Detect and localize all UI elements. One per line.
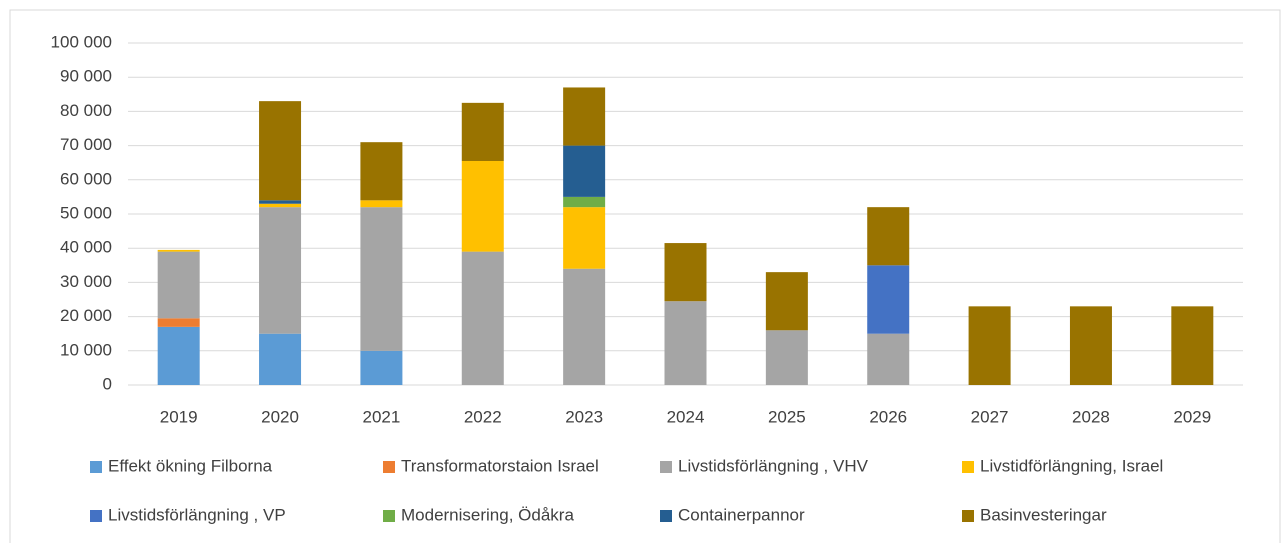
legend-label: Livstidförlängning, Israel xyxy=(980,456,1163,475)
legend-swatch xyxy=(962,510,974,522)
bar-segment xyxy=(360,207,403,351)
bar-segment xyxy=(157,318,200,327)
bar-segment xyxy=(765,272,808,331)
bar-segment xyxy=(157,326,200,385)
y-tick-label: 90 000 xyxy=(60,67,112,86)
legend-label: Containerpannor xyxy=(678,505,805,524)
legend-label: Livstidsförlängning , VP xyxy=(108,505,286,524)
x-tick-label: 2024 xyxy=(667,407,705,426)
bar-segment xyxy=(867,207,910,266)
bar-segment xyxy=(867,333,910,385)
y-tick-label: 20 000 xyxy=(60,306,112,325)
bar-segment xyxy=(664,243,707,302)
x-tick-label: 2025 xyxy=(768,407,806,426)
legend-label: Livstidsförlängning , VHV xyxy=(678,456,869,475)
bar-segment xyxy=(461,160,504,252)
y-tick-label: 10 000 xyxy=(60,340,112,359)
bar-segment xyxy=(259,200,302,204)
bar-segment xyxy=(259,207,302,334)
bar-segment xyxy=(563,145,606,197)
bar-segment xyxy=(461,251,504,385)
y-tick-label: 100 000 xyxy=(51,32,112,51)
y-tick-label: 50 000 xyxy=(60,203,112,222)
y-tick-label: 70 000 xyxy=(60,135,112,154)
legend-label: Effekt ökning Filborna xyxy=(108,456,273,475)
bar-segment xyxy=(563,87,606,146)
y-tick-label: 30 000 xyxy=(60,272,112,291)
x-tick-label: 2020 xyxy=(261,407,299,426)
y-tick-label: 80 000 xyxy=(60,101,112,120)
bar-segment xyxy=(563,196,606,208)
x-tick-label: 2027 xyxy=(971,407,1009,426)
bar-segment xyxy=(157,249,200,252)
x-tick-label: 2021 xyxy=(362,407,400,426)
x-tick-label: 2026 xyxy=(869,407,907,426)
chart-frame xyxy=(9,9,1281,543)
x-tick-label: 2022 xyxy=(464,407,502,426)
legend-swatch xyxy=(90,461,102,473)
legend-swatch xyxy=(660,510,672,522)
bar-segment xyxy=(1069,306,1112,385)
y-tick-label: 0 xyxy=(103,374,112,393)
bar-segment xyxy=(563,207,606,269)
y-tick-label: 40 000 xyxy=(60,238,112,257)
bar-segment xyxy=(563,268,606,385)
bar-segment xyxy=(968,306,1011,385)
legend-swatch xyxy=(90,510,102,522)
bar-segment xyxy=(259,333,302,385)
x-tick-label: 2028 xyxy=(1072,407,1110,426)
x-tick-label: 2029 xyxy=(1173,407,1211,426)
legend-swatch xyxy=(383,461,395,473)
bar-segment xyxy=(360,200,403,208)
bar-segment xyxy=(765,330,808,385)
bar-segment xyxy=(157,251,200,319)
bar-segment xyxy=(664,301,707,385)
bar-segment xyxy=(461,102,504,161)
bar-segment xyxy=(867,265,910,334)
bar-segment xyxy=(360,350,403,385)
legend-swatch xyxy=(383,510,395,522)
x-tick-label: 2019 xyxy=(160,407,198,426)
legend-label: Modernisering, Ödåkra xyxy=(401,505,574,524)
bar-segment xyxy=(360,142,403,201)
legend-label: Transformatorstaion Israel xyxy=(401,456,599,475)
bar-segment xyxy=(1171,306,1214,385)
bar-segment xyxy=(259,101,302,201)
y-tick-label: 60 000 xyxy=(60,169,112,188)
x-tick-label: 2023 xyxy=(565,407,603,426)
legend-swatch xyxy=(660,461,672,473)
legend-label: Basinvesteringar xyxy=(980,505,1107,524)
legend-swatch xyxy=(962,461,974,473)
bar-segment xyxy=(259,203,302,208)
